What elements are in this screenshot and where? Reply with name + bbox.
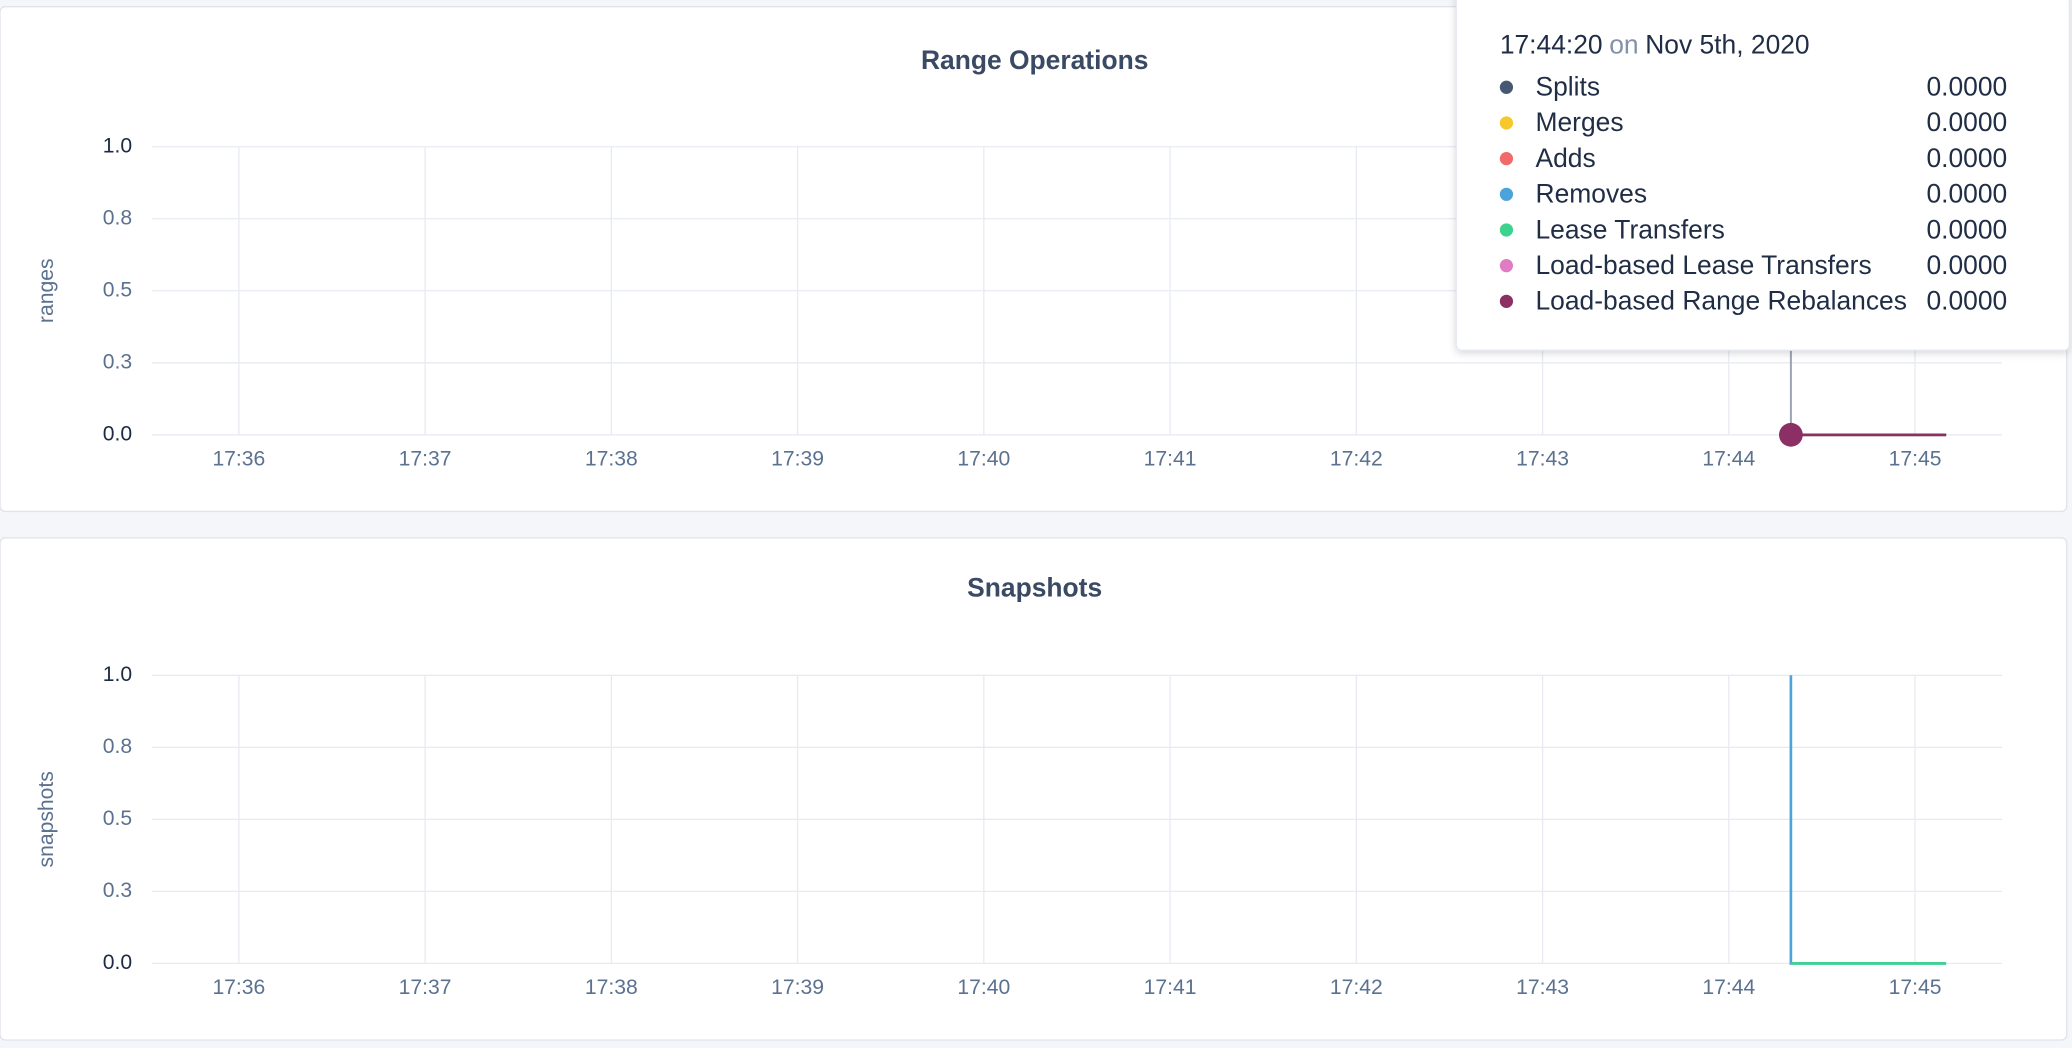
- y-axis-label: ranges: [35, 258, 58, 323]
- x-tick-label: 17:41: [1144, 976, 1197, 999]
- tooltip-value: 0.0000: [1926, 179, 2007, 209]
- tooltip-text: 17:44:20: [1500, 29, 1603, 59]
- x-tick-label: 17:38: [585, 976, 638, 999]
- x-tick-label: 17:43: [1516, 976, 1569, 999]
- hover-dot: [1778, 422, 1803, 447]
- y-tick-label: 0.5: [103, 278, 132, 301]
- legend-dot: [1499, 259, 1514, 273]
- x-tick-label: 17:40: [957, 447, 1010, 470]
- x-tick-label: 17:42: [1330, 976, 1383, 999]
- legend-dot: [1499, 223, 1514, 237]
- x-tick-label: 17:37: [399, 447, 452, 470]
- x-tick-label: 17:37: [399, 976, 452, 999]
- x-tick-label: 17:44: [1702, 447, 1755, 470]
- legend-dot: [1499, 80, 1514, 94]
- x-tick-label: 17:40: [957, 976, 1010, 999]
- tooltip-value: 0.0000: [1926, 214, 2007, 244]
- y-tick-label: 0.5: [103, 807, 132, 830]
- legend-name: Load-based Lease Transfers: [1536, 250, 1872, 280]
- y-tick-label: 0.8: [103, 735, 132, 758]
- legend-name: Lease Transfers: [1536, 214, 1725, 244]
- legend-name: Splits: [1536, 72, 1601, 102]
- x-tick-label: 17:39: [771, 447, 824, 470]
- x-tick-label: 17:42: [1330, 447, 1383, 470]
- tooltip-box: [1455, 0, 2071, 351]
- y-tick-label: 0.8: [103, 206, 132, 229]
- y-tick-label: 1.0: [103, 134, 132, 157]
- legend-name: Load-based Range Rebalances: [1536, 286, 1907, 316]
- x-tick-label: 17:36: [212, 447, 265, 470]
- chart-title: Range Operations: [921, 45, 1148, 75]
- x-tick-label: 17:43: [1516, 447, 1569, 470]
- legend-dot: [1499, 152, 1514, 166]
- panel: [0, 537, 2068, 1041]
- tooltip-value: 0.0000: [1926, 143, 2007, 173]
- tooltip-text: on: [1609, 29, 1638, 59]
- y-tick-label: 0.0: [103, 422, 132, 445]
- x-tick-label: 17:44: [1702, 976, 1755, 999]
- legend-dot: [1499, 294, 1514, 308]
- tooltip: 17:44:20 on Nov 5th, 2020 Splits 0.0000 Merge…: [1455, 0, 2071, 351]
- tooltip-header: 17:44:20 on Nov 5th, 2020: [1500, 29, 1810, 59]
- legend-name: Removes: [1536, 179, 1648, 209]
- x-tick-label: 17:38: [585, 447, 638, 470]
- x-tick-label: 17:45: [1889, 976, 1942, 999]
- y-axis-label: snapshots: [35, 771, 58, 867]
- legend-name: Merges: [1536, 107, 1624, 137]
- x-tick-label: 17:45: [1889, 447, 1942, 470]
- y-tick-label: 0.0: [103, 951, 132, 974]
- x-tick-label: 17:41: [1144, 447, 1197, 470]
- tooltip-value: 0.0000: [1926, 286, 2007, 316]
- tooltip-value: 0.0000: [1926, 107, 2007, 137]
- legend-name: Adds: [1536, 143, 1596, 173]
- chart-title: Snapshots: [967, 572, 1102, 602]
- y-tick-label: 0.3: [103, 879, 132, 902]
- legend-dot: [1499, 116, 1514, 130]
- x-tick-label: 17:36: [212, 976, 265, 999]
- tooltip-value: 0.0000: [1926, 72, 2007, 102]
- tooltip-value: 0.0000: [1926, 250, 2007, 280]
- tooltip-text: Nov 5th, 2020: [1645, 29, 1809, 59]
- y-tick-label: 0.3: [103, 350, 132, 373]
- legend-dot: [1499, 187, 1514, 201]
- y-tick-label: 1.0: [103, 663, 132, 686]
- x-tick-label: 17:39: [771, 976, 824, 999]
